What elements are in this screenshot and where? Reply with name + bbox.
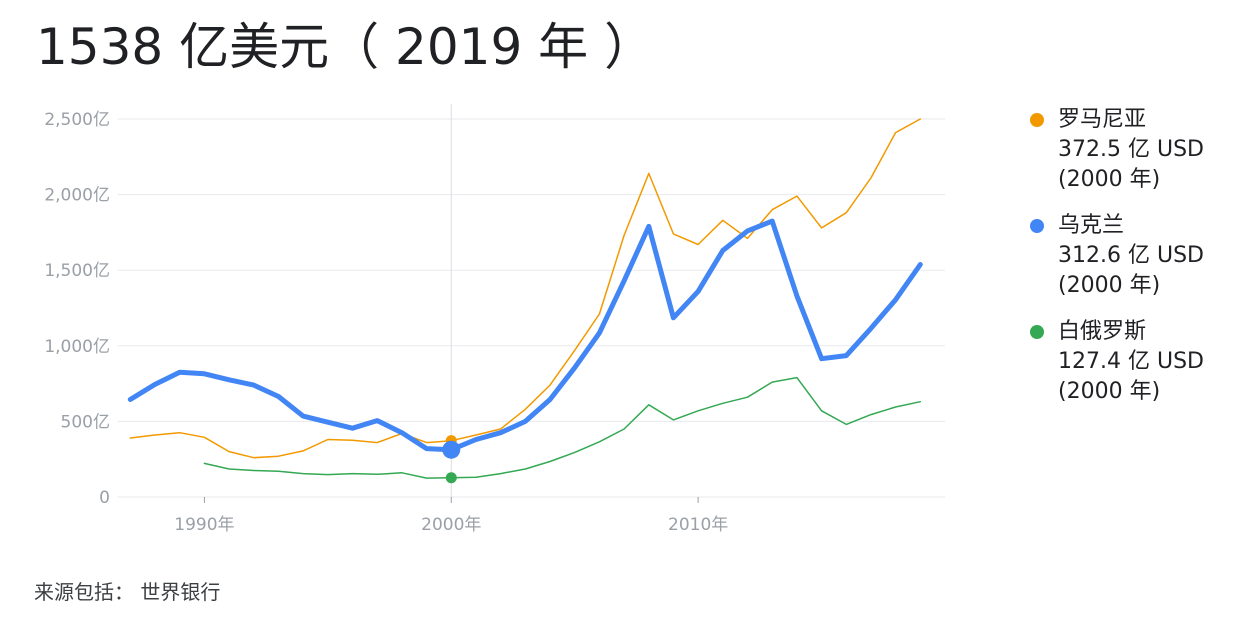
legend-value: 372.5 亿 USD (1058, 137, 1204, 162)
series-line-1[interactable] (129, 118, 922, 459)
legend-dot-icon (1030, 325, 1044, 339)
highlight-point-2[interactable] (442, 440, 461, 459)
chart-title: 1538 亿美元（ 2019 年 ） (36, 18, 655, 76)
legend-value: 127.4 亿 USD (1058, 349, 1204, 374)
y-tick-label: 0 (99, 488, 110, 508)
x-tick-label: 2000年 (421, 515, 481, 535)
source-note: 来源包括： 世界银行 (34, 580, 221, 604)
y-tick-label: 2,000亿 (44, 186, 110, 206)
legend-item[interactable]: 白俄罗斯 127.4 亿 USD (2000 年) (1030, 317, 1235, 407)
y-tick-label: 2,500亿 (44, 110, 110, 130)
legend-dot-icon (1030, 219, 1044, 233)
x-tick-label: 2010年 (668, 515, 728, 535)
gridlines (118, 118, 945, 498)
series-line-2[interactable] (127, 218, 923, 453)
legend-name: 白俄罗斯 (1058, 319, 1147, 344)
legend-item[interactable]: 乌克兰 312.6 亿 USD (2000 年) (1030, 211, 1235, 301)
legend-name: 罗马尼亚 (1058, 107, 1147, 132)
x-tick-label: 1990年 (174, 515, 234, 535)
legend-dot-icon (1030, 113, 1044, 127)
legend-year: (2000 年) (1058, 273, 1161, 298)
series-line-3[interactable] (203, 376, 922, 479)
series-lines[interactable] (127, 118, 923, 479)
line-chart[interactable]: 0 500亿 1,000亿 1,500亿 2,000亿 2,500亿 1990年 2000年… (0, 0, 1000, 560)
legend-year: (2000 年) (1058, 167, 1161, 192)
legend-name: 乌克兰 (1058, 213, 1125, 238)
x-axis-ticks: 1990年 2000年 2010年 (174, 497, 728, 535)
highlight-markers[interactable] (442, 435, 461, 484)
legend-item[interactable]: 罗马尼亚 372.5 亿 USD (2000 年) (1030, 105, 1235, 195)
y-tick-label: 500亿 (61, 412, 110, 432)
y-axis-ticks: 0 500亿 1,000亿 1,500亿 2,000亿 2,500亿 (44, 110, 110, 508)
highlight-point-3[interactable] (445, 472, 457, 484)
y-tick-label: 1,000亿 (44, 337, 110, 357)
legend: 罗马尼亚 372.5 亿 USD (2000 年) 乌克兰 312.6 亿 USD (20… (1030, 105, 1235, 423)
legend-value: 312.6 亿 USD (1058, 243, 1204, 268)
y-tick-label: 1,500亿 (44, 261, 110, 281)
legend-year: (2000 年) (1058, 379, 1161, 404)
